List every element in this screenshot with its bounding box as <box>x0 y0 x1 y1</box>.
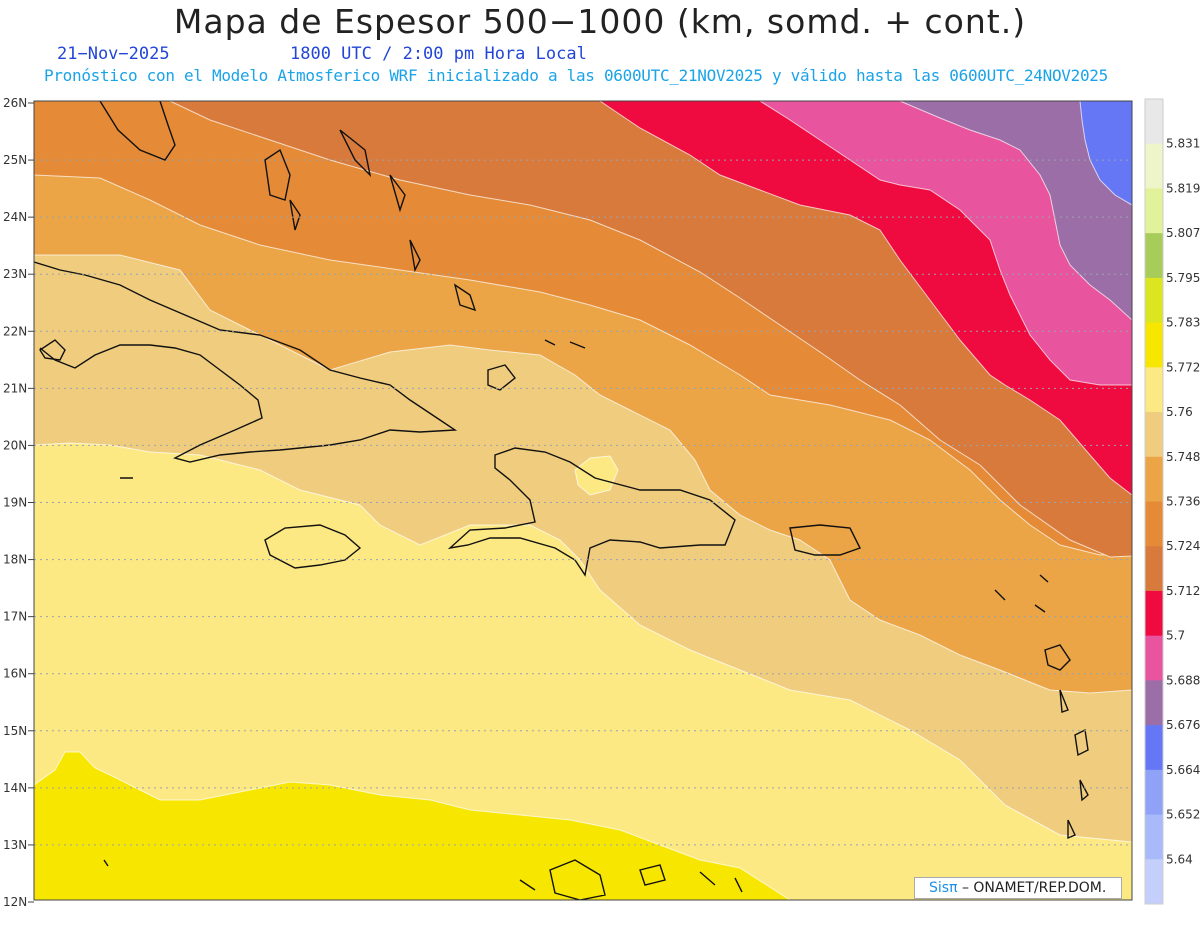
lat-label-16n: 16N <box>3 667 27 681</box>
field-5772 <box>34 751 791 900</box>
lat-label-26n: 26N <box>3 96 27 110</box>
colorbar-swatch <box>1145 143 1163 189</box>
forecast-description: Pronóstico con el Modelo Atmosferico WRF… <box>44 66 1108 85</box>
coastlines <box>34 101 1089 900</box>
field-5676 <box>899 101 1132 321</box>
colorbar-label: 5.676 <box>1166 718 1200 732</box>
lat-label-22n: 22N <box>3 324 27 338</box>
colorbar-swatch <box>1145 725 1163 771</box>
lat-label-19n: 19N <box>3 496 27 510</box>
colorbar-label: 5.772 <box>1166 360 1200 374</box>
colorbar-swatch <box>1145 233 1163 279</box>
coast-inagua <box>487 364 516 391</box>
colorbar-label: 5.688 <box>1166 673 1200 687</box>
coast-bay-islands <box>103 477 133 867</box>
colorbar-label: 5.783 <box>1166 316 1200 330</box>
coast-lesser-antilles <box>994 574 1089 840</box>
coast-bahamas-4 <box>453 283 477 312</box>
field-5664 <box>1079 101 1132 206</box>
colorbar-label: 5.712 <box>1166 584 1200 598</box>
colorbar-label: 5.819 <box>1166 181 1200 195</box>
forecast-time: 1800 UTC / 2:00 pm Hora Local <box>290 44 587 64</box>
lat-label-18n: 18N <box>3 553 27 567</box>
coast-bahamas-eleuthera <box>339 129 372 178</box>
source-badge: Sisπ – ONAMET/REP.DOM. <box>914 877 1122 899</box>
colorbar-swatch <box>1145 277 1163 324</box>
map-frame <box>33 100 1133 901</box>
colorbar-frame <box>1144 98 1164 905</box>
coast-bahamas-andros <box>264 148 291 201</box>
colorbar-label: 5.7 <box>1166 629 1185 643</box>
colorbar-swatch <box>1145 322 1163 368</box>
colorbar-label: 5.795 <box>1166 271 1200 285</box>
colorbar-label: 5.807 <box>1166 226 1200 240</box>
colorbar-label: 5.76 <box>1166 405 1193 419</box>
source-org: – ONAMET/REP.DOM. <box>961 880 1107 896</box>
lat-label-23n: 23N <box>3 267 27 281</box>
lat-label-17n: 17N <box>3 610 27 624</box>
coast-isla-juventud <box>39 339 66 361</box>
map-title: Mapa de Espesor 500−1000 (km, somd. + co… <box>173 2 1027 41</box>
colorbar-swatch <box>1145 859 1163 905</box>
lat-label-15n: 15N <box>3 724 27 738</box>
colorbar-label: 5.652 <box>1166 808 1200 822</box>
coast-bahamas-1 <box>289 199 301 231</box>
coast-turks <box>544 339 586 349</box>
lat-label-25n: 25N <box>3 153 27 167</box>
lat-label-20n: 20N <box>3 438 27 452</box>
colorbar-label: 5.736 <box>1166 495 1200 509</box>
colorbar-swatch <box>1145 590 1163 637</box>
colorbar-swatch <box>1145 456 1163 502</box>
colorbar-legend: 5.831 5.819 5.807 5.795 5.783 5.772 5.76 5.748 5… <box>1144 98 1200 905</box>
colorbar-swatch <box>1145 635 1163 681</box>
colorbar-swatch <box>1145 367 1163 413</box>
lat-label-24n: 24N <box>3 210 27 224</box>
latitude-axis: 26N 25N 24N 23N 22N 21N 20N 19N 18N 17N 16N 15N 14N 1… <box>3 96 34 909</box>
colorbar-swatch <box>1145 680 1163 726</box>
colorbar-swatch <box>1145 501 1163 547</box>
sispi-logo: Sisπ <box>929 880 958 896</box>
colorbar-label: 5.664 <box>1166 763 1200 777</box>
colorbar-swatch <box>1145 546 1163 592</box>
forecast-date: 21−Nov−2025 <box>57 44 170 64</box>
field-5772-island <box>574 455 619 496</box>
colorbar-label: 5.831 <box>1166 137 1200 151</box>
colorbar-label: 5.724 <box>1166 539 1200 553</box>
colorbar-swatch <box>1145 814 1163 860</box>
colorbar-swatch <box>1145 188 1163 234</box>
coast-florida <box>99 101 176 161</box>
lat-label-21n: 21N <box>3 381 27 395</box>
colorbar-swatch <box>1145 412 1163 458</box>
lat-label-12n: 12N <box>3 895 27 909</box>
thickness-fields <box>34 101 1132 900</box>
colorbar-swatch <box>1145 99 1163 145</box>
coast-hispaniola <box>447 447 736 577</box>
colorbar-label: 5.64 <box>1166 852 1193 866</box>
coast-jamaica <box>264 524 362 569</box>
colorbar-label: 5.748 <box>1166 450 1200 464</box>
lat-label-13n: 13N <box>3 838 27 852</box>
colorbar-swatch <box>1145 769 1163 816</box>
lat-label-14n: 14N <box>3 781 27 795</box>
coast-bahamas-2 <box>389 174 406 213</box>
coast-puerto-rico <box>789 524 861 556</box>
coast-bahamas-3 <box>409 239 421 273</box>
coast-south-america <box>519 859 743 900</box>
